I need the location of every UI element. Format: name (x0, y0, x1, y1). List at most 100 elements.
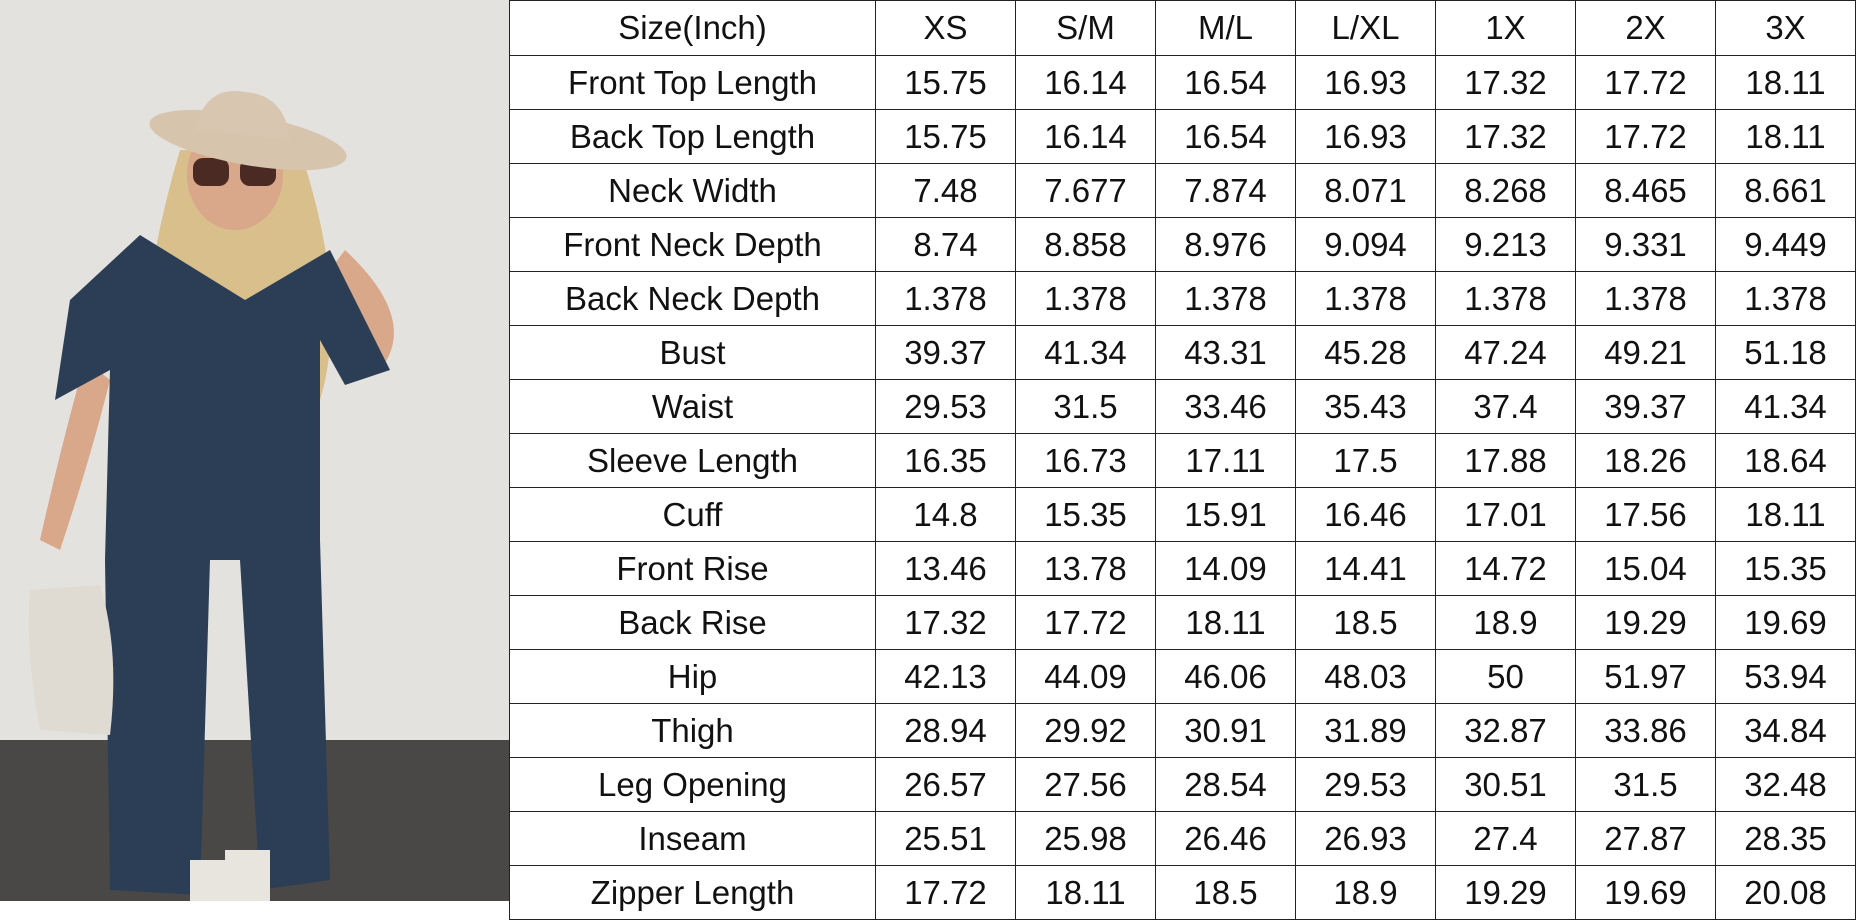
measurement-value: 8.071 (1295, 163, 1436, 218)
measurement-value: 1.378 (1575, 271, 1716, 326)
measurement-value: 16.14 (1015, 55, 1156, 110)
measurement-value: 18.11 (1715, 55, 1856, 110)
measurement-value: 29.92 (1015, 703, 1156, 758)
measurement-value: 26.57 (875, 757, 1016, 812)
model-wearing-jumpsuit-image (0, 0, 509, 901)
table-row: Zipper Length 17.72 18.11 18.5 18.9 19.29 19.6… (509, 865, 1856, 920)
table-row: Cuff 14.8 15.35 15.91 16.46 17.01 17.56 18.11 (509, 487, 1856, 542)
measurement-value: 16.93 (1295, 55, 1436, 110)
measurement-value: 18.11 (1155, 595, 1296, 650)
measurement-label: Front Top Length (509, 55, 876, 110)
table-row: Back Top Length 15.75 16.14 16.54 16.93 17.32… (509, 109, 1856, 164)
measurement-value: 39.37 (1575, 379, 1716, 434)
measurement-value: 17.72 (1575, 55, 1716, 110)
measurement-value: 30.51 (1435, 757, 1576, 812)
header-row: Size(Inch) XS S/M M/L L/XL 1X 2X 3X (509, 0, 1856, 56)
size-chart-table: Size(Inch) XS S/M M/L L/XL 1X 2X 3X Front Top L… (509, 0, 1856, 920)
measurement-value: 27.4 (1435, 811, 1576, 866)
measurement-value: 35.43 (1295, 379, 1436, 434)
measurement-value: 17.72 (1575, 109, 1716, 164)
header-size-2x: 2X (1575, 0, 1716, 56)
measurement-value: 31.5 (1575, 757, 1716, 812)
table-row: Front Top Length 15.75 16.14 16.54 16.93 17.3… (509, 55, 1856, 110)
measurement-value: 16.93 (1295, 109, 1436, 164)
header-size-m-l: M/L (1155, 0, 1296, 56)
measurement-value: 17.11 (1155, 433, 1296, 488)
measurement-value: 18.11 (1015, 865, 1156, 920)
measurement-value: 25.98 (1015, 811, 1156, 866)
measurement-value: 27.56 (1015, 757, 1156, 812)
measurement-label: Back Neck Depth (509, 271, 876, 326)
measurement-value: 37.4 (1435, 379, 1576, 434)
measurement-value: 33.46 (1155, 379, 1296, 434)
table-row: Sleeve Length 16.35 16.73 17.11 17.5 17.88 18.… (509, 433, 1856, 488)
measurement-value: 29.53 (1295, 757, 1436, 812)
measurement-value: 46.06 (1155, 649, 1296, 704)
measurement-value: 18.11 (1715, 487, 1856, 542)
measurement-value: 17.5 (1295, 433, 1436, 488)
measurement-value: 15.75 (875, 55, 1016, 110)
table-row: Front Neck Depth 8.74 8.858 8.976 9.094 9.213… (509, 217, 1856, 272)
measurement-value: 28.54 (1155, 757, 1296, 812)
measurement-label: Waist (509, 379, 876, 434)
measurement-value: 15.91 (1155, 487, 1296, 542)
measurement-value: 26.46 (1155, 811, 1296, 866)
table-row: Back Neck Depth 1.378 1.378 1.378 1.378 1.378… (509, 271, 1856, 326)
measurement-value: 18.5 (1155, 865, 1296, 920)
measurement-value: 45.28 (1295, 325, 1436, 380)
measurement-value: 31.89 (1295, 703, 1436, 758)
measurement-value: 20.08 (1715, 865, 1856, 920)
measurement-value: 51.97 (1575, 649, 1716, 704)
header-size-l-xl: L/XL (1295, 0, 1436, 56)
measurement-value: 18.9 (1295, 865, 1436, 920)
measurement-value: 18.5 (1295, 595, 1436, 650)
measurement-value: 17.32 (1435, 55, 1576, 110)
measurement-value: 15.75 (875, 109, 1016, 164)
measurement-value: 17.32 (875, 595, 1016, 650)
measurement-label: Thigh (509, 703, 876, 758)
header-size-3x: 3X (1715, 0, 1856, 56)
measurement-value: 8.976 (1155, 217, 1296, 272)
measurement-value: 1.378 (1155, 271, 1296, 326)
measurement-value: 32.87 (1435, 703, 1576, 758)
measurement-value: 19.29 (1435, 865, 1576, 920)
measurement-value: 9.449 (1715, 217, 1856, 272)
measurement-value: 8.661 (1715, 163, 1856, 218)
measurement-value: 18.64 (1715, 433, 1856, 488)
measurement-value: 18.26 (1575, 433, 1716, 488)
measurement-value: 16.73 (1015, 433, 1156, 488)
measurement-label: Back Rise (509, 595, 876, 650)
measurement-value: 28.35 (1715, 811, 1856, 866)
table-row: Inseam 25.51 25.98 26.46 26.93 27.4 27.87 28.35 (509, 811, 1856, 866)
measurement-label: Neck Width (509, 163, 876, 218)
measurement-value: 44.09 (1015, 649, 1156, 704)
measurement-value: 32.48 (1715, 757, 1856, 812)
measurement-value: 30.91 (1155, 703, 1296, 758)
measurement-value: 7.48 (875, 163, 1016, 218)
measurement-value: 19.29 (1575, 595, 1716, 650)
measurement-value: 8.74 (875, 217, 1016, 272)
header-size-unit: Size(Inch) (509, 0, 876, 56)
measurement-label: Hip (509, 649, 876, 704)
measurement-value: 13.46 (875, 541, 1016, 596)
measurement-value: 41.34 (1015, 325, 1156, 380)
measurement-label: Inseam (509, 811, 876, 866)
measurement-value: 14.72 (1435, 541, 1576, 596)
measurement-value: 19.69 (1715, 595, 1856, 650)
measurement-value: 14.09 (1155, 541, 1296, 596)
measurement-value: 9.094 (1295, 217, 1436, 272)
measurement-value: 16.46 (1295, 487, 1436, 542)
measurement-value: 15.35 (1715, 541, 1856, 596)
measurement-value: 17.72 (875, 865, 1016, 920)
measurement-value: 27.87 (1575, 811, 1716, 866)
measurement-value: 13.78 (1015, 541, 1156, 596)
measurement-value: 49.21 (1575, 325, 1716, 380)
measurement-value: 17.01 (1435, 487, 1576, 542)
measurement-value: 8.268 (1435, 163, 1576, 218)
measurement-value: 17.32 (1435, 109, 1576, 164)
measurement-value: 41.34 (1715, 379, 1856, 434)
measurement-value: 50 (1435, 649, 1576, 704)
table-row: Bust 39.37 41.34 43.31 45.28 47.24 49.21 51.18 (509, 325, 1856, 380)
measurement-value: 25.51 (875, 811, 1016, 866)
measurement-value: 47.24 (1435, 325, 1576, 380)
